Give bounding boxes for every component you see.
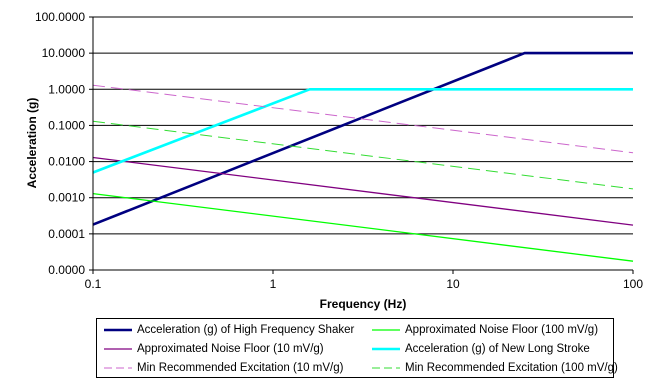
x-axis-title: Frequency (Hz) <box>320 297 407 311</box>
tick-labels: 0.0000 0.0001 0.0010 0.0100 0.1000 1.0000 10.0… <box>35 10 643 291</box>
y-tick-label: 0.0100 <box>48 155 85 169</box>
series-line-5 <box>92 84 634 154</box>
legend-item: Acceleration (g) of High Frequency Shake… <box>103 322 354 338</box>
chart: 0.0000 0.0001 0.0010 0.0100 0.1000 1.0000 10.0… <box>25 10 643 311</box>
y-tick-label: 10.0000 <box>42 46 86 60</box>
legend-swatch <box>372 329 400 331</box>
legend-label: Acceleration (g) of High Frequency Shake… <box>137 324 355 336</box>
legend-swatch <box>372 367 400 369</box>
y-tick-label: 0.0000 <box>48 263 85 277</box>
legend-label: Min Recommended Excitation (100 mV/g) <box>405 362 618 374</box>
legend-swatch <box>372 347 400 351</box>
series-layer <box>92 51 634 262</box>
legend-label: Approximated Noise Floor (100 mV/g) <box>405 324 599 336</box>
legend-item: Min Recommended Excitation (100 mV/g) <box>371 360 618 376</box>
legend-label: Min Recommended Excitation (10 mV/g) <box>137 362 344 374</box>
x-tick-label: 1 <box>270 277 277 291</box>
series-line-6 <box>92 120 634 190</box>
x-tick-label: 0.1 <box>85 277 102 291</box>
series-line-1 <box>92 51 633 226</box>
legend-item: Min Recommended Excitation (10 mV/g) <box>103 360 343 376</box>
legend-swatch <box>104 367 132 369</box>
legend-label: Approximated Noise Floor (10 mV/g) <box>137 343 324 355</box>
y-tick-label: 0.1000 <box>48 118 85 132</box>
y-tick-label: 1.0000 <box>48 82 85 96</box>
series-line-3 <box>92 156 634 226</box>
gridlines <box>93 16 633 235</box>
series-line-2 <box>92 192 634 262</box>
y-tick-label: 0.0001 <box>48 227 85 241</box>
legend-item: Approximated Noise Floor (10 mV/g) <box>103 341 324 357</box>
legend-swatch <box>104 328 132 332</box>
x-tick-label: 10 <box>446 277 460 291</box>
axes <box>89 16 634 274</box>
legend-swatch <box>104 348 132 350</box>
y-tick-label: 0.0010 <box>48 191 85 205</box>
x-tick-label: 100 <box>623 277 643 291</box>
legend-item: Acceleration (g) of New Long Stroke <box>371 341 590 357</box>
legend: Acceleration (g) of High Frequency Shake… <box>96 318 618 378</box>
series-line-4 <box>92 88 633 174</box>
y-axis-title: Acceleration (g) <box>25 98 39 189</box>
legend-item: Approximated Noise Floor (100 mV/g) <box>371 322 598 338</box>
y-tick-label: 100.0000 <box>35 10 85 24</box>
legend-label: Acceleration (g) of New Long Stroke <box>405 343 590 355</box>
